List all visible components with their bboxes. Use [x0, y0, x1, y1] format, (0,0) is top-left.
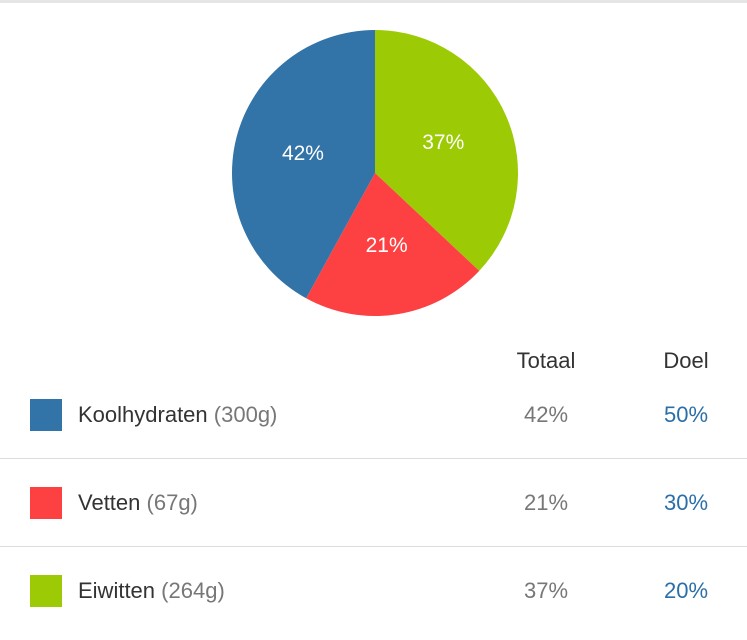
header-totaal: Totaal	[516, 348, 576, 373]
row-divider	[0, 546, 747, 547]
macro-row-vetten: Vetten (67g) 21% 30%	[0, 458, 747, 546]
macro-grams: (264g)	[161, 578, 225, 603]
macro-name: Eiwitten	[78, 578, 156, 603]
pie-slice-eiwitten	[375, 30, 518, 271]
header-doel: Doel	[663, 348, 709, 373]
macro-totaal: 21%	[523, 490, 569, 515]
row-divider	[0, 458, 747, 459]
macro-doel: 50%	[663, 402, 709, 427]
table-header: Totaal Doel	[0, 348, 747, 378]
swatch-koolhydraten	[30, 399, 62, 431]
swatch-vetten	[30, 487, 62, 519]
macro-label: Koolhydraten (300g)	[78, 402, 277, 428]
macro-grams: (67g)	[146, 490, 198, 515]
pie-label-eiwitten: 37%	[422, 131, 464, 154]
macro-name: Vetten	[78, 490, 141, 515]
macro-doel: 20%	[663, 578, 709, 603]
pie-label-vetten: 21%	[366, 234, 408, 257]
macro-grams: (300g)	[213, 402, 278, 427]
macro-doel: 30%	[663, 490, 709, 515]
macro-pie-chart: 37% 21% 42%	[231, 30, 518, 317]
macro-label: Vetten (67g)	[78, 490, 198, 516]
macro-name: Koolhydraten	[78, 402, 208, 427]
macro-totaal: 37%	[523, 578, 569, 603]
swatch-eiwitten	[30, 575, 62, 607]
macro-label: Eiwitten (264g)	[78, 578, 225, 604]
macro-totaal: 42%	[523, 402, 569, 427]
pie-slice-vetten	[306, 173, 480, 317]
pie-label-koolhydraten: 42%	[282, 142, 324, 165]
top-border	[0, 0, 747, 3]
macro-row-koolhydraten: Koolhydraten (300g) 42% 50%	[0, 370, 747, 458]
macro-row-eiwitten: Eiwitten (264g) 37% 20%	[0, 546, 747, 634]
pie-slice-koolhydraten	[231, 30, 375, 299]
